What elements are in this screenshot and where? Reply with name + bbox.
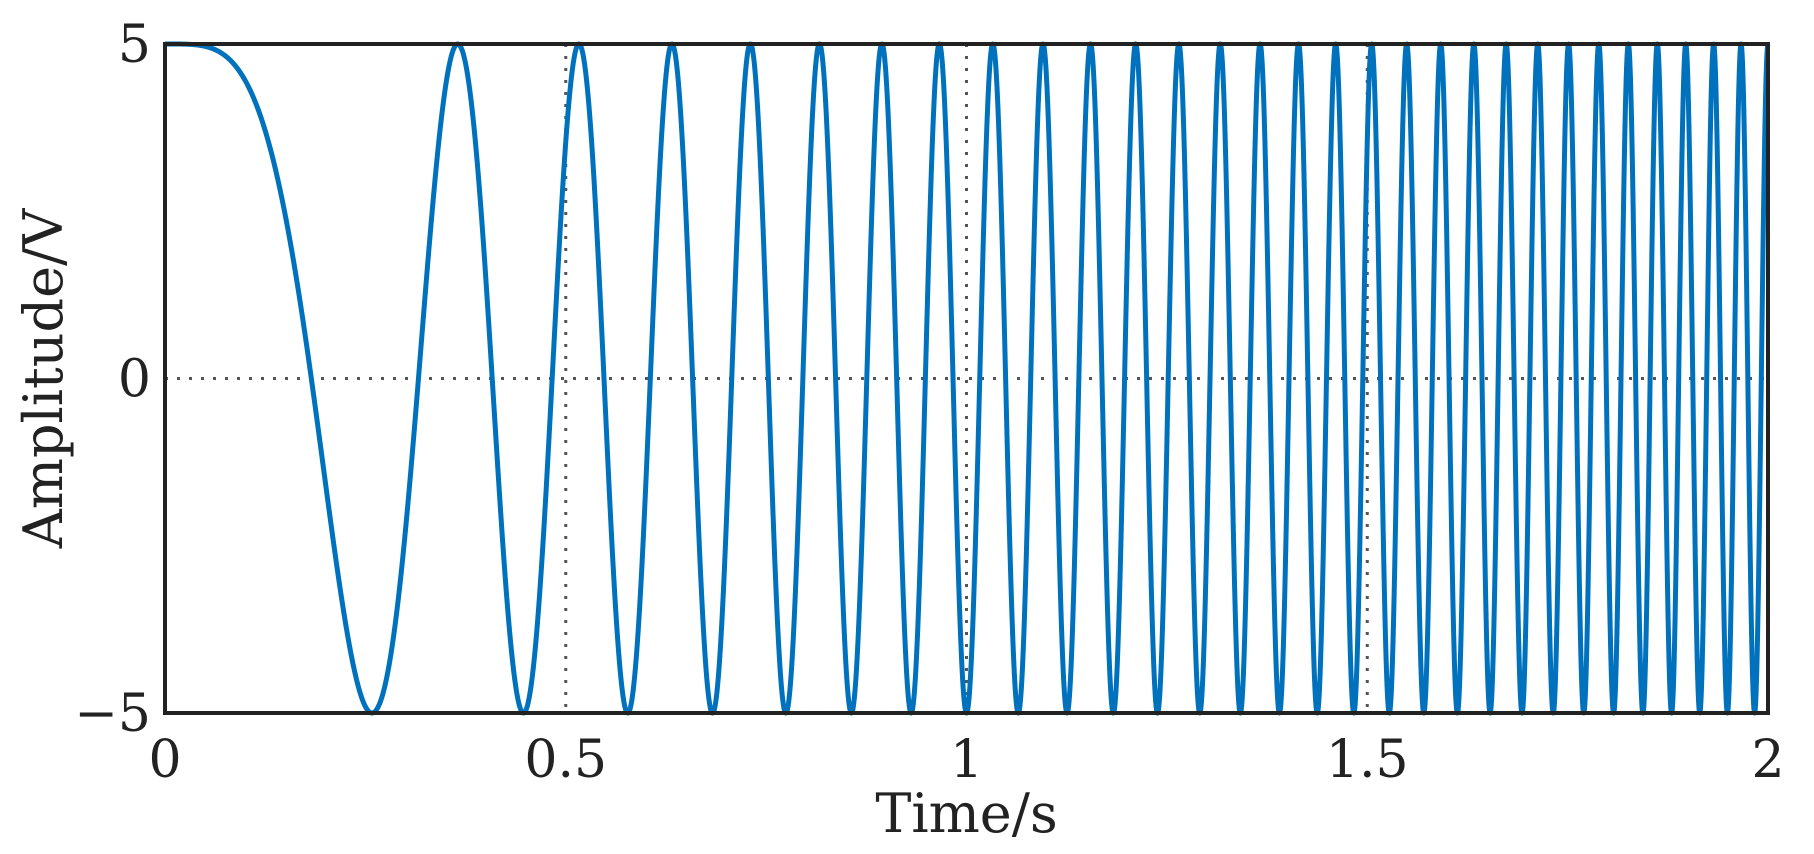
y-tick-label: 5 [118, 15, 151, 75]
x-tick-label: 1 [950, 730, 983, 790]
y-tick-labels: 5 0 −5 [74, 15, 151, 744]
y-axis-label: Amplitude/V [12, 208, 75, 550]
x-tick-label: 0 [148, 730, 181, 790]
x-tick-labels: 0 0.5 1 1.5 2 [148, 730, 1784, 790]
y-tick-label: 0 [118, 350, 151, 410]
plot-frame [163, 42, 1770, 715]
x-tick-label: 1.5 [1326, 730, 1409, 790]
x-tick-label: 2 [1751, 730, 1784, 790]
x-axis-label: Time/s [875, 782, 1057, 845]
y-tick-label: −5 [74, 684, 151, 744]
x-tick-label: 0.5 [524, 730, 607, 790]
